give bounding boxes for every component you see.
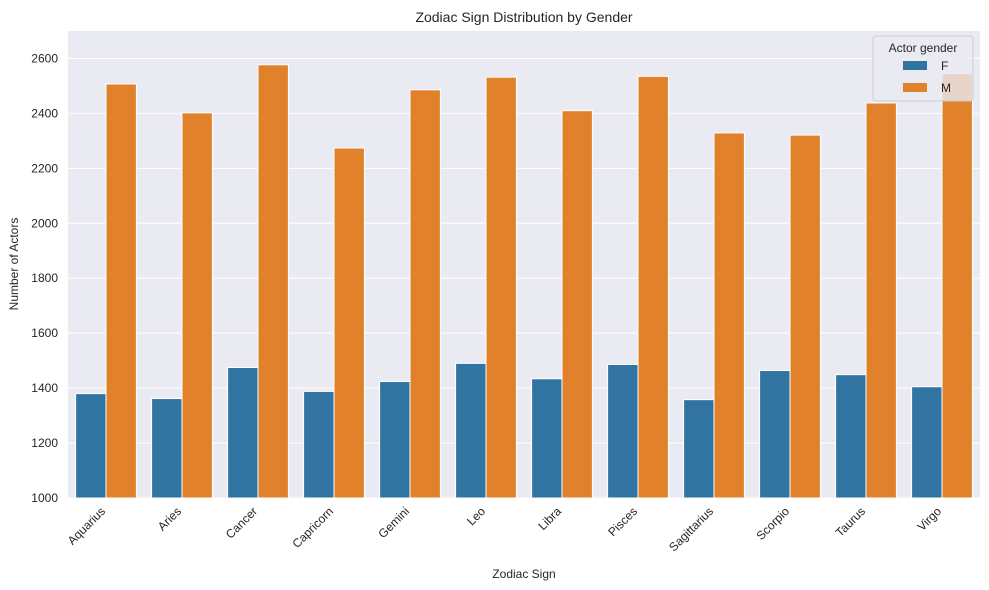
bar-f-virgo	[911, 386, 943, 499]
bars	[75, 64, 973, 499]
y-tick-labels: 1000 1200 1400 1600 1800 2000 2200 2400 2600	[31, 51, 58, 505]
bar-f-leo	[455, 362, 487, 499]
y-tick-label: 1000	[31, 491, 58, 505]
bar-m-aquarius	[105, 83, 137, 499]
bar-m-virgo	[941, 73, 973, 499]
bar-f-aries	[151, 398, 183, 499]
bar-m-cancer	[257, 64, 289, 499]
y-axis-title: Number of Actors	[7, 218, 21, 311]
bar-m-taurus	[865, 102, 897, 499]
bar-m-capricorn	[333, 147, 365, 499]
bar-f-scorpio	[759, 370, 791, 499]
legend-label-f: F	[941, 59, 948, 73]
bar-m-libra	[561, 110, 593, 499]
bar-f-sagittarius	[683, 399, 715, 499]
bar-f-cancer	[227, 367, 259, 499]
y-tick-label: 1400	[31, 381, 58, 395]
y-tick-label: 1800	[31, 271, 58, 285]
bar-m-gemini	[409, 89, 441, 499]
chart-title: Zodiac Sign Distribution by Gender	[415, 9, 632, 25]
y-tick-label: 2400	[31, 106, 58, 120]
y-tick-label: 2200	[31, 161, 58, 175]
bar-m-sagittarius	[713, 132, 745, 499]
y-tick-label: 2600	[31, 51, 58, 65]
legend-swatch-f	[903, 61, 927, 70]
y-tick-label: 1200	[31, 436, 58, 450]
bar-m-pisces	[637, 75, 669, 499]
bar-m-scorpio	[789, 134, 821, 499]
bar-f-capricorn	[303, 390, 335, 499]
bar-f-libra	[531, 378, 563, 499]
legend-label-m: M	[941, 81, 951, 95]
bar-f-aquarius	[75, 393, 107, 499]
bar-f-taurus	[835, 374, 867, 499]
bar-m-aries	[181, 112, 213, 499]
y-tick-label: 1600	[31, 326, 58, 340]
legend-swatch-m	[903, 83, 927, 92]
legend: Actor gender F M	[872, 35, 974, 102]
x-axis-title: Zodiac Sign	[492, 567, 555, 581]
bar-m-leo	[485, 76, 517, 499]
bar-f-gemini	[379, 381, 411, 499]
bar-f-pisces	[607, 363, 639, 499]
gridlines	[68, 57, 980, 499]
plot-area	[68, 31, 980, 498]
legend-title: Actor gender	[889, 41, 958, 55]
y-tick-label: 2000	[31, 216, 58, 230]
